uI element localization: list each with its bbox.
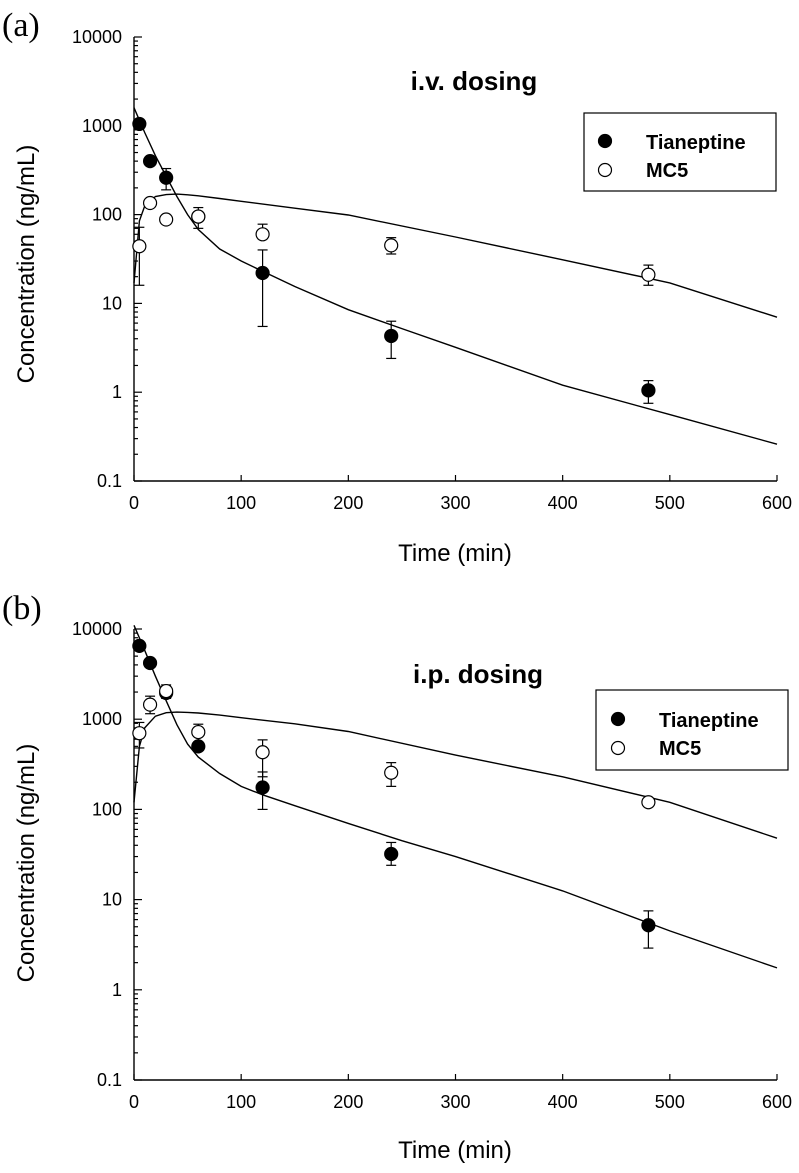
x-tick-label: 600: [762, 1092, 792, 1112]
x-tick-label: 100: [226, 1092, 256, 1112]
legend-label-tianeptine: Tianeptine: [659, 710, 759, 732]
x-tick-label: 300: [440, 493, 470, 513]
x-tick-label: 600: [762, 493, 792, 513]
data-points: [132, 116, 656, 404]
data-point-tianeptine: [384, 846, 399, 862]
data-point-tianeptine: [641, 918, 656, 933]
y-tick-label: 1: [112, 382, 122, 402]
x-tick-label: 500: [655, 493, 685, 513]
y-tick-label: 1000: [82, 116, 122, 136]
data-point-mc5: [142, 697, 158, 712]
data-point-tianeptine: [641, 383, 656, 398]
legend-label-mc5: MC5: [646, 160, 688, 182]
data-point-mc5: [191, 209, 206, 224]
legend-marker-tianeptine: [597, 133, 613, 149]
y-tick-label: 10000: [72, 27, 122, 47]
data-point-mc5: [384, 238, 399, 253]
chart-title: i.v. dosing: [411, 66, 538, 96]
data-point-mc5: [132, 726, 147, 741]
data-point-mc5: [384, 765, 399, 780]
x-tick-label: 200: [333, 493, 363, 513]
fit-line: [133, 107, 778, 445]
x-axis-title: Time (min): [398, 1137, 512, 1164]
data-point-mc5: [159, 683, 174, 699]
y-tick-label: 10000: [72, 619, 122, 639]
panel-label: (a): [2, 7, 40, 44]
data-point-tianeptine: [159, 170, 174, 185]
data-point-tianeptine: [132, 116, 147, 132]
y-tick-label: 10: [102, 890, 122, 910]
data-point-tianeptine: [142, 154, 158, 169]
data-point-tianeptine: [384, 328, 399, 344]
y-tick-label: 1: [112, 980, 122, 1000]
legend-label-mc5: MC5: [659, 738, 701, 760]
x-tick-label: 0: [129, 493, 139, 513]
panel-label: (b): [2, 590, 42, 627]
legend-marker-tianeptine: [610, 711, 626, 727]
data-point-tianeptine: [132, 638, 147, 653]
panel-a: (a) i.v. dosing Time (min) Concentration…: [2, 7, 792, 567]
x-tick-label: 0: [129, 1092, 139, 1112]
x-tick-label: 500: [655, 1092, 685, 1112]
y-tick-label: 100: [92, 799, 122, 819]
data-point-mc5: [255, 745, 270, 760]
x-tick-label: 400: [548, 1092, 578, 1112]
x-axis-title: Time (min): [398, 540, 512, 567]
x-tick-label: 100: [226, 493, 256, 513]
legend-marker-mc5: [610, 740, 626, 756]
y-axis-title: Concentration (ng/mL): [13, 744, 40, 983]
y-tick-label: 10: [102, 293, 122, 313]
data-point-mc5: [159, 212, 174, 227]
legend-box: [595, 689, 789, 771]
legend-label-tianeptine: Tianeptine: [646, 132, 746, 154]
data-point-mc5: [142, 195, 158, 211]
data-point-tianeptine: [255, 780, 270, 795]
y-tick-label: 100: [92, 205, 122, 225]
legend-marker-mc5: [597, 162, 613, 178]
y-tick-label: 0.1: [97, 1070, 122, 1090]
legend: Tianeptine MC5: [583, 112, 777, 192]
x-tick-label: 400: [548, 493, 578, 513]
x-tick-label: 300: [440, 1092, 470, 1112]
data-point-mc5: [255, 227, 270, 242]
axes: 0 100 200 300 400 500 600 0.1 1 10 100 1000 10000: [72, 27, 792, 513]
chart-title: i.p. dosing: [413, 659, 543, 689]
data-point-tianeptine: [255, 265, 270, 281]
axes: 0 100 200 300 400 500 600 0.1 1 10 100 1000 10000: [72, 619, 792, 1112]
data-point-mc5: [641, 795, 656, 810]
y-tick-label: 0.1: [97, 471, 122, 491]
panel-b: (b) i.p. dosing Time (min) Concentration…: [2, 590, 792, 1164]
legend-box: [583, 112, 777, 192]
legend: Tianeptine MC5: [595, 689, 789, 771]
data-point-mc5: [641, 267, 656, 282]
data-point-mc5: [191, 724, 206, 740]
x-tick-label: 200: [333, 1092, 363, 1112]
y-tick-label: 1000: [82, 709, 122, 729]
y-axis-title: Concentration (ng/mL): [13, 145, 40, 384]
data-point-mc5: [132, 239, 147, 254]
fit-line: [133, 711, 778, 839]
data-points: [132, 638, 656, 949]
data-point-tianeptine: [142, 655, 158, 671]
